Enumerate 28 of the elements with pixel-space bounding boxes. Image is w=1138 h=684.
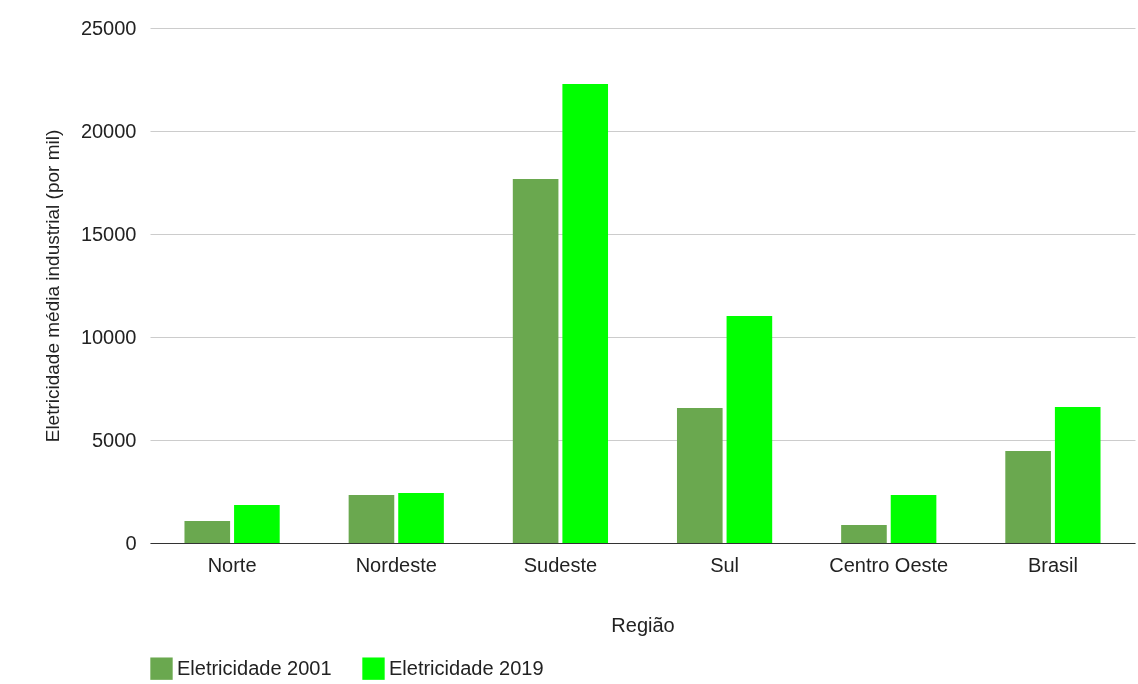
legend-label: Eletricidade 2001 [177,656,332,679]
y-tick-label: 15000 [80,222,137,245]
y-tick-label: 5000 [92,428,137,451]
bar [1054,407,1101,543]
x-tick-label: Centro Oeste [829,553,949,576]
bar [348,495,395,543]
x-tick-label: Norte [207,553,257,576]
bar [184,520,231,543]
bar [1005,450,1051,543]
x-tick-label: Nordeste [355,553,437,576]
bar [726,315,773,543]
x-tick-label: Sul [710,553,740,576]
x-axis-title: Região [611,613,675,636]
x-tick-label: Brasil [1027,553,1078,576]
bar [398,492,444,543]
y-tick-label: 20000 [80,119,137,142]
y-tick-label: 0 [125,531,137,554]
x-tick-label: Sudeste [523,553,598,576]
bar [512,179,559,543]
y-tick-label: 25000 [80,16,137,39]
bar [234,505,280,543]
y-tick-label: 10000 [80,325,137,348]
bar [890,495,937,543]
legend-label: Eletricidade 2019 [389,656,544,679]
bar [841,525,887,543]
y-axis-title: Eletricidade média industrial (por mil) [41,129,63,443]
bar [676,408,723,543]
bar [562,84,609,543]
